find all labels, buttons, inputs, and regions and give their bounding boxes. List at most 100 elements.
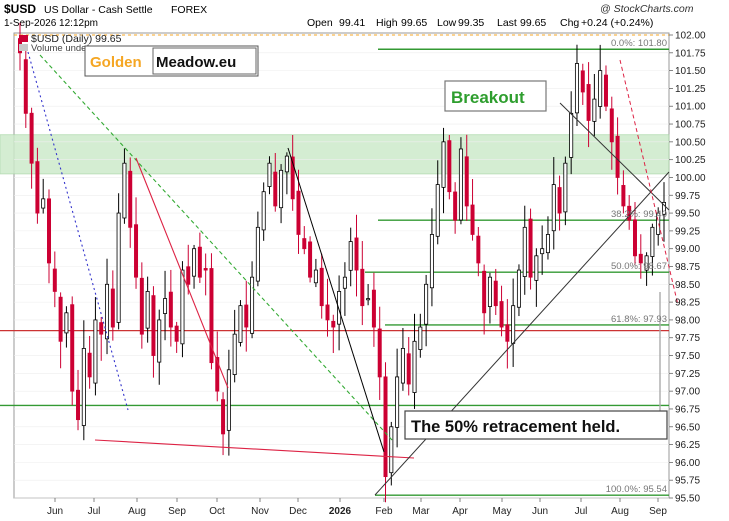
fib-label: 50.0%: 98.67 bbox=[611, 261, 667, 272]
candle-body bbox=[221, 399, 226, 435]
candle-body bbox=[81, 348, 86, 426]
candle-body bbox=[348, 241, 353, 271]
candle-body bbox=[609, 108, 614, 143]
candle-body bbox=[406, 353, 411, 385]
candle-body bbox=[279, 169, 284, 209]
candle-body bbox=[273, 171, 278, 207]
candle-body bbox=[290, 156, 295, 200]
y-tick-label: 99.75 bbox=[675, 191, 700, 202]
candle-body bbox=[505, 324, 510, 342]
candle-body bbox=[174, 325, 179, 342]
candle-body bbox=[116, 212, 121, 323]
breakout-label: Breakout bbox=[451, 88, 525, 107]
candle-body bbox=[250, 276, 255, 334]
candle-body bbox=[615, 135, 620, 178]
retracement-label: The 50% retracement held. bbox=[411, 418, 620, 436]
candle-body bbox=[76, 389, 81, 421]
resistance-zone bbox=[0, 134, 670, 175]
y-tick-label: 101.50 bbox=[675, 66, 706, 77]
candle-body bbox=[395, 376, 400, 428]
candle-body bbox=[93, 319, 98, 384]
candle-body bbox=[302, 238, 307, 250]
chg-value: +0.24 (+0.24%) bbox=[581, 17, 653, 29]
candle-body bbox=[128, 170, 133, 228]
candle-body bbox=[192, 248, 197, 277]
legend-price: $USD (Daily) 99.65 bbox=[31, 33, 122, 45]
x-tick-label: Aug bbox=[128, 506, 146, 517]
candle-body bbox=[447, 140, 452, 193]
x-tick-label: 2026 bbox=[329, 506, 352, 517]
x-axis: Jun Jul Aug Sep Oct Nov Dec 2026 Feb Mar Apr May Jun… bbox=[47, 498, 667, 517]
green-dashed-trend bbox=[39, 54, 393, 441]
candle-body bbox=[569, 112, 574, 158]
description: US Dollar - Cash Settle bbox=[44, 4, 153, 16]
x-tick-label: Apr bbox=[452, 506, 468, 517]
candle-body bbox=[662, 201, 666, 215]
breakout-annotation: Breakout bbox=[444, 80, 547, 112]
candle-body bbox=[557, 187, 562, 214]
y-tick-label: 96.25 bbox=[675, 440, 700, 451]
last-value: 99.65 bbox=[520, 17, 546, 29]
candle-body bbox=[470, 204, 475, 235]
candle-body bbox=[232, 333, 237, 375]
candle-body bbox=[35, 161, 40, 214]
blue-dotted-trend bbox=[27, 51, 129, 411]
candle-body bbox=[435, 184, 440, 237]
candle-body bbox=[313, 269, 318, 284]
candle-body bbox=[487, 276, 492, 307]
x-tick-label: Feb bbox=[375, 506, 393, 517]
candle-body bbox=[476, 235, 481, 264]
x-tick-label: Sep bbox=[168, 506, 186, 517]
y-tick-label: 100.75 bbox=[675, 120, 706, 131]
candle-body bbox=[383, 376, 388, 478]
exchange: FOREX bbox=[171, 4, 207, 16]
candle-body bbox=[284, 155, 289, 173]
open-value: 99.41 bbox=[339, 17, 365, 29]
y-tick-label: 99.50 bbox=[675, 209, 700, 220]
candle-body bbox=[110, 288, 115, 328]
fib-label: 100.0%: 95.54 bbox=[606, 484, 667, 495]
y-tick-label: 97.25 bbox=[675, 369, 700, 380]
y-tick-label: 100.50 bbox=[675, 137, 706, 148]
candle-body bbox=[337, 291, 342, 325]
candle-body bbox=[592, 98, 597, 122]
candle-body bbox=[650, 226, 655, 257]
y-tick-label: 97.50 bbox=[675, 351, 700, 362]
fib-labels: 0.0%: 101.80 38.2%: 99.40 50.0%: 98.67 61.8… bbox=[606, 38, 667, 495]
candle-body bbox=[64, 312, 69, 334]
candle-body bbox=[493, 280, 498, 307]
candle-body bbox=[47, 198, 52, 264]
candle-body bbox=[354, 237, 359, 271]
candle-body bbox=[157, 319, 162, 363]
low-value: 99.35 bbox=[458, 17, 484, 29]
candle-body bbox=[644, 255, 649, 271]
candle-body bbox=[203, 268, 208, 271]
candle-body bbox=[319, 267, 324, 307]
retracement-annotation: The 50% retracement held. bbox=[404, 410, 668, 440]
candle-body bbox=[586, 84, 591, 121]
candle-body bbox=[70, 304, 75, 392]
candle-body bbox=[371, 289, 376, 328]
candle-body bbox=[632, 219, 637, 257]
chg-label: Chg bbox=[560, 17, 579, 29]
candle-body bbox=[424, 283, 429, 325]
candlesticks bbox=[18, 22, 666, 503]
candle-body bbox=[638, 253, 643, 264]
trend-lines bbox=[14, 34, 679, 496]
candle-body bbox=[163, 298, 168, 314]
candle-body bbox=[603, 74, 608, 107]
y-tick-label: 100.00 bbox=[675, 173, 706, 184]
y-tick-label: 97.00 bbox=[675, 387, 700, 398]
fib-label: 61.8%: 97.93 bbox=[611, 314, 667, 325]
y-tick-label: 98.75 bbox=[675, 262, 700, 273]
candle-body bbox=[516, 269, 521, 308]
x-tick-label: Nov bbox=[251, 506, 269, 517]
chart-header: $USD US Dollar - Cash Settle FOREX 1-Sep… bbox=[4, 2, 694, 29]
symbol: $USD bbox=[4, 2, 36, 16]
y-tick-label: 98.25 bbox=[675, 298, 700, 309]
candle-body bbox=[296, 190, 301, 235]
red-trend-aug bbox=[135, 157, 229, 389]
candle-body bbox=[366, 298, 371, 301]
black-trend-dec bbox=[287, 147, 385, 453]
candle-body bbox=[656, 212, 661, 235]
